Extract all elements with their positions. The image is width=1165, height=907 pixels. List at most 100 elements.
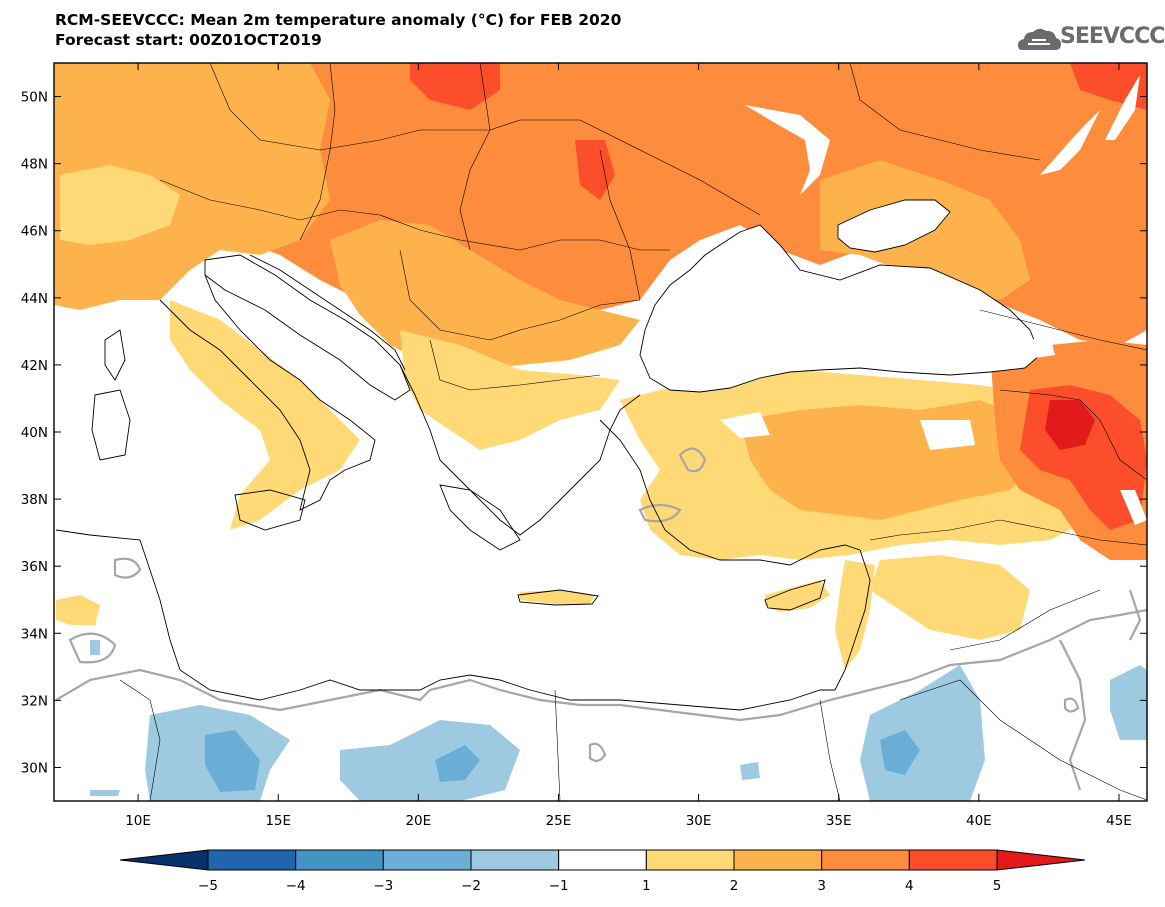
logo-text: SEEVCCC: [1060, 24, 1165, 49]
lon-tick-label: 20E: [405, 813, 431, 829]
border-9: [979, 309, 1147, 351]
lat-tick-label: 44N: [21, 291, 48, 307]
border-2: [159, 179, 670, 251]
anomaly-region-1-2-italy: [170, 300, 360, 530]
colorbar-box: [470, 849, 560, 871]
border-16: [119, 679, 161, 801]
coast-sicily: [234, 489, 306, 531]
lon-tick-label: 35E: [826, 813, 852, 829]
border-5: [599, 149, 641, 301]
border-15: [554, 689, 561, 801]
title-line-2: Forecast start: 00Z01OCT2019: [55, 31, 322, 49]
lon-tick-label: 10E: [125, 813, 151, 829]
colorbar-label: −3: [373, 878, 393, 894]
coastlines: [55, 254, 871, 711]
colorbar-label: −5: [198, 878, 218, 894]
lat-tick-label: 32N: [21, 693, 48, 709]
coast-balkans: [399, 364, 641, 536]
colorbar-box: [558, 849, 647, 871]
border-1: [209, 63, 761, 216]
zero-contour-algeria: [113, 557, 142, 579]
white-patch-3: [1105, 75, 1140, 140]
anomaly-region-m1-m2-nile: [740, 762, 760, 780]
anomaly-region-3-4-north: [54, 63, 1147, 345]
colorbar-label: −4: [286, 878, 306, 894]
border-4: [459, 63, 491, 251]
anomaly-region-1-2-crete: [520, 590, 595, 604]
anomaly-region-m1-m2-tunisia-south: [90, 790, 120, 796]
lat-tick-label: 46N: [21, 224, 48, 240]
white-patch-5: [1120, 490, 1147, 525]
longitude-axis: 10E 15E 20E 25E 30E 35E 40E 45E: [125, 63, 1132, 829]
colorbar-label: 3: [817, 878, 826, 894]
border-10: [999, 389, 1147, 481]
colorbar-box: [382, 849, 472, 871]
latitude-axis: 30N 32N 34N 36N 38N 40N 42N 44N 46N 48N 50N: [21, 90, 1147, 776]
lat-tick-label: 48N: [21, 157, 48, 173]
coast-anatolia: [599, 419, 861, 566]
colorbar-box: [821, 849, 910, 871]
anomaly-region-2-3-west: [54, 63, 330, 310]
zero-contour-east: [1059, 589, 1142, 791]
anomaly-region-m2-m3-arabia: [880, 730, 920, 775]
zero-contour-tunisia: [68, 632, 117, 664]
lat-tick-label: 36N: [21, 559, 48, 575]
colorbar-label: 5: [993, 878, 1002, 894]
anomaly-region-m1-m2-algeria: [90, 640, 100, 655]
lon-tick-label: 40E: [966, 813, 992, 829]
adriatic-sea: [204, 254, 411, 401]
anomaly-region-1-2-syria: [870, 555, 1030, 640]
white-patch-6: [720, 412, 770, 438]
anomaly-region-4-5-romania: [575, 140, 615, 200]
anomaly-region-1-2-alps: [60, 165, 180, 245]
anomaly-region-gt5-caucasus: [1045, 400, 1095, 450]
border-12: [949, 589, 1101, 651]
white-patch-7: [1030, 335, 1055, 358]
colorbar-box: [908, 849, 998, 871]
lat-tick-label: 30N: [21, 760, 48, 776]
anomaly-region-m2-m3-cyrenaica: [435, 745, 480, 782]
colorbar-label: −1: [549, 878, 569, 894]
colorbar-box: [295, 849, 384, 871]
lat-tick-label: 34N: [21, 626, 48, 642]
white-patch-2: [1040, 110, 1100, 175]
anomaly-region-1-2-tunisia: [56, 595, 100, 625]
lat-tick-label: 40N: [21, 425, 48, 441]
border-11: [869, 519, 1147, 546]
coast-sardinia: [91, 389, 131, 461]
lon-tick-label: 15E: [265, 813, 291, 829]
anomaly-region-1-2-balkans: [400, 330, 620, 450]
sea-of-azov: [837, 199, 951, 253]
colorbar-label: 1: [642, 878, 651, 894]
country-borders: [119, 63, 1147, 801]
coast-italy: [159, 274, 376, 511]
border-6: [849, 63, 1041, 161]
coast-adriatic-east: [249, 254, 406, 371]
map-fields: [54, 63, 1147, 801]
anomaly-region-4-5-north: [410, 63, 500, 110]
title-line-1: RCM-SEEVCCC: Mean 2m temperature anomaly…: [55, 11, 622, 29]
border-8: [429, 339, 601, 391]
coast-crete: [517, 589, 599, 606]
white-patch-4: [920, 420, 975, 450]
colorbar-box: [207, 849, 297, 871]
anomaly-region-m1-m2-cyrenaica: [340, 720, 520, 801]
colorbar-label: −2: [461, 878, 481, 894]
coast-peloponnese: [439, 484, 521, 551]
lon-tick-label: 45E: [1106, 813, 1132, 829]
lat-tick-label: 38N: [21, 492, 48, 508]
border-13: [819, 699, 841, 801]
zero-contour-anatolia-west: [678, 447, 707, 473]
zero-anomaly-contours: [55, 447, 1147, 791]
colorbar: −5 −4 −3 −2 −1 1 2 3 4 5: [119, 849, 1086, 894]
border-14: [899, 679, 1147, 801]
lat-tick-label: 42N: [21, 358, 48, 374]
colorbar-extend-low: [119, 849, 209, 871]
no-data-patches: [720, 75, 1147, 525]
zero-contour-egypt: [588, 697, 1080, 762]
anomaly-region-1-2-cyprus: [765, 580, 830, 612]
colorbar-extend-high: [996, 849, 1086, 871]
anomaly-region-m1-m2-iraq: [1110, 665, 1147, 740]
white-patch-1: [745, 105, 830, 195]
